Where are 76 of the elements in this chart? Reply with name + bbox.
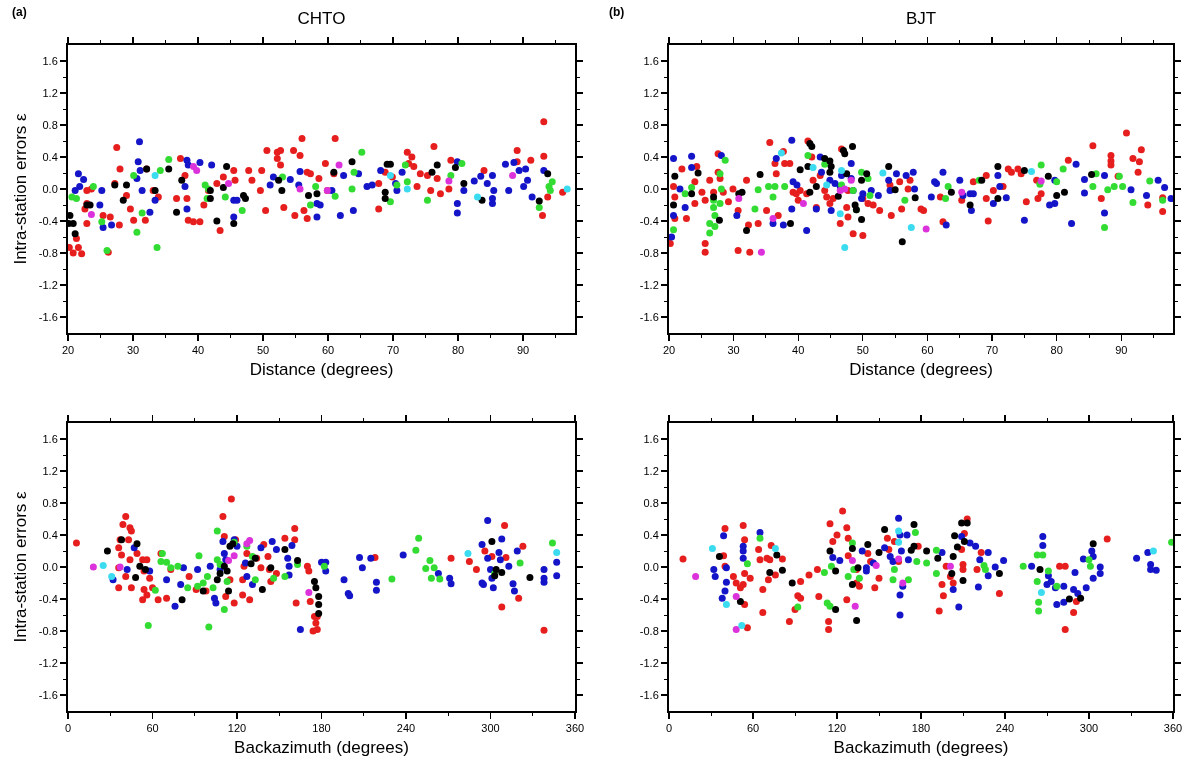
y-tick-label: 0.0 [643, 560, 659, 573]
y-tick-label: 0.8 [42, 496, 58, 509]
x-tick-label: 80 [1050, 344, 1063, 357]
y-tick-label: 0.4 [643, 150, 659, 163]
y-tick-label: -1.2 [38, 656, 58, 669]
x-tick-label: 90 [1115, 344, 1128, 357]
y-tick-label: -0.4 [38, 214, 58, 227]
x-tick-label: 180 [911, 722, 931, 735]
x-tick-label: 240 [995, 722, 1015, 735]
x-tick-label: 0 [64, 722, 72, 735]
y-tick-label: -1.2 [639, 656, 659, 669]
x-tick-label: 60 [146, 722, 159, 735]
x-tick-label: 30 [727, 344, 740, 357]
y-tick-label: -0.8 [639, 246, 659, 259]
y-tick-label: -1.6 [639, 310, 659, 323]
x-tick-label: 360 [1163, 722, 1183, 735]
y-tick-label: -0.8 [38, 246, 58, 259]
x-tick-label: 240 [396, 722, 416, 735]
y-tick-label: -1.2 [38, 278, 58, 291]
x-tick-label: 300 [481, 722, 500, 735]
x-tick-label: 20 [662, 344, 676, 357]
x-axis-title: Distance (degrees) [249, 360, 394, 380]
y-tick-label: 0.0 [42, 560, 58, 573]
x-tick-label: 60 [746, 722, 760, 735]
y-tick-label: -0.4 [639, 592, 659, 605]
x-tick-label: 180 [312, 722, 331, 735]
y-tick-label: 1.6 [643, 54, 659, 67]
text: (b) [609, 5, 625, 19]
chart-title: BJT [905, 8, 937, 28]
x-tick-label: 30 [126, 344, 140, 357]
y-tick-label: -1.2 [639, 278, 659, 291]
x-tick-label: 40 [191, 344, 205, 357]
x-tick-label: 0 [665, 722, 673, 735]
y-tick-label: 0.8 [42, 118, 58, 131]
y-tick-label: 0.4 [643, 528, 659, 541]
y-tick-label: 1.6 [42, 432, 58, 445]
x-tick-label: 50 [856, 344, 869, 357]
x-axis-title: Backazimuth (degrees) [234, 738, 409, 758]
x-tick-label: 70 [386, 344, 400, 357]
x-tick-label: 40 [792, 344, 805, 357]
y-axis-title: Intra-station errors ε [10, 112, 30, 265]
y-tick-label: -0.4 [38, 592, 58, 605]
y-tick-label: -1.6 [38, 310, 58, 323]
y-tick-label: 0.8 [643, 118, 659, 131]
text: (a) [12, 5, 27, 19]
y-tick-label: 0.8 [643, 496, 659, 509]
y-tick-label: 1.2 [42, 86, 58, 99]
y-tick-label: 1.2 [643, 86, 659, 99]
x-tick-label: 120 [827, 722, 847, 735]
y-tick-label: 0.4 [42, 528, 58, 541]
x-tick-label: 120 [227, 722, 247, 735]
y-tick-label: 1.6 [42, 54, 58, 67]
x-axis-title: Distance (degrees) [849, 360, 993, 380]
x-tick-label: 60 [321, 344, 335, 357]
y-tick-label: 1.2 [42, 464, 58, 477]
y-tick-label: 1.6 [643, 432, 659, 445]
x-tick-label: 300 [1079, 722, 1099, 735]
y-tick-label: 1.2 [643, 464, 659, 477]
x-tick-label: 360 [565, 722, 585, 735]
y-tick-label: -1.6 [639, 688, 659, 701]
y-tick-label: 0.4 [42, 150, 58, 163]
y-tick-label: -0.8 [38, 624, 58, 637]
x-tick-label: 20 [61, 344, 75, 357]
y-axis-title: Intra-station errors ε [10, 490, 30, 643]
y-tick-label: 0.0 [42, 182, 58, 195]
chart-title: CHTO [297, 8, 346, 28]
y-tick-label: -0.4 [639, 214, 659, 227]
x-tick-label: 60 [921, 344, 934, 357]
x-tick-label: 70 [985, 344, 999, 357]
x-tick-label: 90 [516, 344, 530, 357]
y-tick-label: -1.6 [38, 688, 58, 701]
y-tick-label: 0.0 [643, 182, 659, 195]
x-tick-label: 50 [256, 344, 270, 357]
x-axis-title: Backazimuth (degrees) [833, 738, 1009, 758]
x-tick-label: 80 [451, 344, 465, 357]
y-tick-label: -0.8 [639, 624, 659, 637]
